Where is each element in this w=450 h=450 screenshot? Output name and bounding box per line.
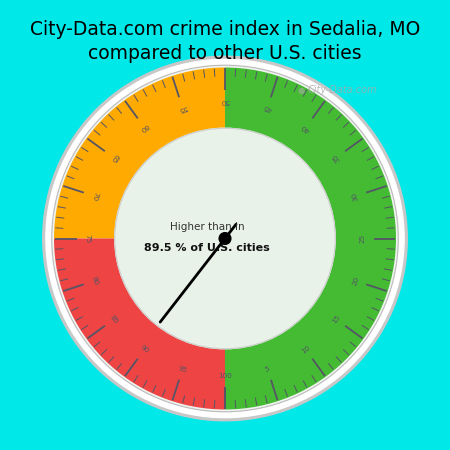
Text: City-Data.com crime index in Sedalia, MO
compared to other U.S. cities: City-Data.com crime index in Sedalia, MO… bbox=[30, 20, 420, 63]
Text: 35: 35 bbox=[331, 152, 341, 163]
Text: 70: 70 bbox=[90, 191, 99, 202]
Text: 85: 85 bbox=[109, 314, 119, 325]
Text: City-Data.com: City-Data.com bbox=[307, 85, 377, 95]
Text: 5: 5 bbox=[264, 365, 270, 373]
Wedge shape bbox=[54, 68, 225, 238]
Circle shape bbox=[219, 233, 231, 244]
Text: 45: 45 bbox=[262, 104, 273, 112]
Text: 95: 95 bbox=[177, 365, 188, 374]
Text: Higher than in: Higher than in bbox=[170, 222, 244, 232]
Text: 80: 80 bbox=[90, 275, 99, 286]
Text: 60: 60 bbox=[139, 122, 150, 133]
Wedge shape bbox=[225, 68, 396, 410]
Circle shape bbox=[43, 56, 407, 421]
Circle shape bbox=[115, 128, 335, 349]
Circle shape bbox=[46, 59, 404, 418]
Text: 100: 100 bbox=[218, 373, 232, 379]
Text: ●: ● bbox=[298, 86, 305, 94]
Text: 30: 30 bbox=[351, 191, 360, 202]
Text: 75: 75 bbox=[85, 234, 91, 243]
Wedge shape bbox=[54, 238, 225, 410]
Text: 65: 65 bbox=[109, 152, 119, 163]
Text: 40: 40 bbox=[300, 122, 311, 133]
Text: 50: 50 bbox=[220, 98, 230, 104]
Text: 25: 25 bbox=[359, 234, 365, 243]
Circle shape bbox=[52, 65, 398, 412]
Text: 20: 20 bbox=[351, 275, 360, 286]
Text: 10: 10 bbox=[300, 344, 311, 355]
Text: 55: 55 bbox=[177, 104, 188, 112]
Text: 90: 90 bbox=[139, 344, 150, 355]
Text: 15: 15 bbox=[331, 314, 341, 325]
Text: 89.5 % of U.S. cities: 89.5 % of U.S. cities bbox=[144, 243, 270, 252]
